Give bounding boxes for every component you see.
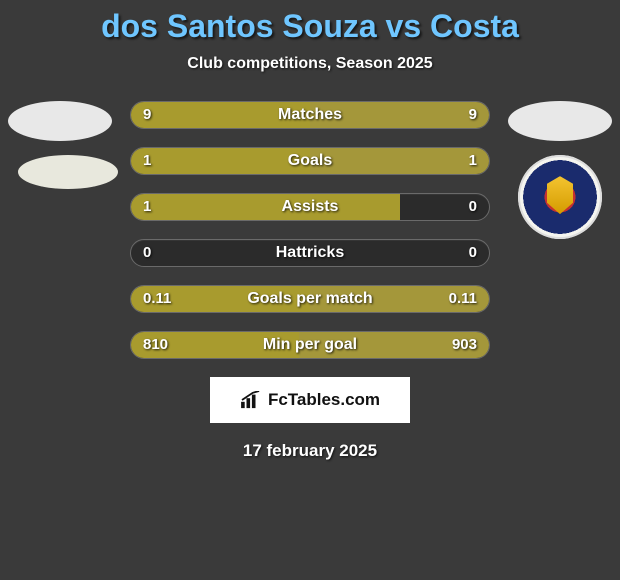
stat-value-right: 0 bbox=[457, 194, 489, 220]
stat-label: Hattricks bbox=[131, 240, 489, 266]
stat-row: Matches99 bbox=[130, 101, 490, 129]
player1-logo-1 bbox=[8, 101, 112, 141]
date-label: 17 february 2025 bbox=[0, 441, 620, 461]
comparison-bars: Matches99Goals11Assists10Hattricks00Goal… bbox=[130, 101, 490, 359]
source-badge[interactable]: FcTables.com bbox=[210, 377, 410, 423]
stat-row: Hattricks0 0 bbox=[130, 239, 490, 267]
player2-logo-1 bbox=[508, 101, 612, 141]
subtitle: Club competitions, Season 2025 bbox=[0, 55, 620, 73]
stat-row: Goals11 bbox=[130, 147, 490, 175]
stat-row: Goals per match0.110.11 bbox=[130, 285, 490, 313]
bar-fill-right bbox=[310, 286, 489, 312]
fctables-icon bbox=[240, 391, 262, 409]
page-title: dos Santos Souza vs Costa bbox=[0, 8, 620, 45]
comparison-card: dos Santos Souza vs Costa Club competiti… bbox=[0, 0, 620, 461]
bar-fill-right bbox=[310, 148, 489, 174]
player2-crest-icon bbox=[518, 155, 602, 239]
stat-value-right: 0 bbox=[457, 240, 489, 266]
stat-row: Assists10 bbox=[130, 193, 490, 221]
bar-fill-right bbox=[310, 102, 489, 128]
bar-fill-left bbox=[131, 286, 310, 312]
player1-logo-2 bbox=[18, 155, 118, 189]
chart-area: Matches99Goals11Assists10Hattricks00Goal… bbox=[0, 101, 620, 359]
bar-fill-left bbox=[131, 148, 310, 174]
bar-fill-left bbox=[131, 194, 400, 220]
stat-row: Min per goal810903 bbox=[130, 331, 490, 359]
bar-fill-left bbox=[131, 332, 299, 358]
source-text: FcTables.com bbox=[268, 390, 380, 410]
stat-value-left: 0 bbox=[131, 240, 163, 266]
bar-fill-right bbox=[299, 332, 489, 358]
bar-fill-left bbox=[131, 102, 310, 128]
